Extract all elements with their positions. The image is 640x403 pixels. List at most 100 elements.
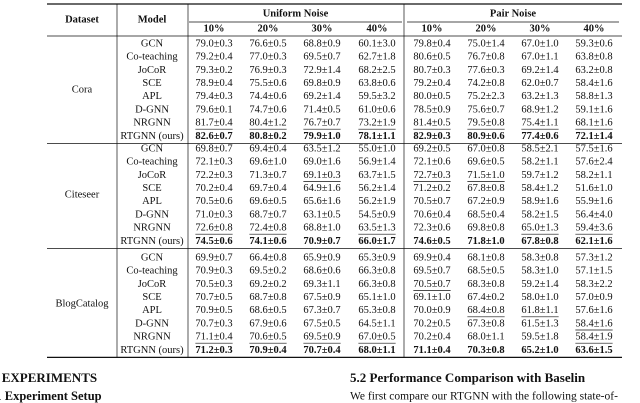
model-name: RTGNN (ours) [120,131,184,142]
cell: 69.9±0.7 [195,252,232,263]
cell: 72.7±0.3 [413,170,450,181]
cell: 79.5±0.8 [467,118,504,129]
cell: 80.6±0.5 [413,52,450,63]
cell: 75.4±1.1 [521,118,558,129]
model-name: GCN [141,38,164,49]
cell: 71.5±1.0 [467,170,504,181]
cell: 56.2±1.4 [358,183,396,194]
cell: 58.2±1.1 [521,157,558,168]
cell: 67.8±0.8 [521,236,558,247]
cell: 72.2±0.3 [195,170,232,181]
cell: 76.6±0.5 [249,38,286,49]
cell: 75.5±0.6 [249,78,286,89]
cell: 70.5±0.6 [195,196,232,207]
cell: 67.5±0.9 [303,292,340,303]
cell: 74.5±0.6 [195,236,232,247]
cell: 69.5±0.7 [413,266,450,277]
cell: 71.3±0.7 [249,170,286,181]
cell: 66.4±0.8 [249,252,286,263]
cell: 57.6±2.4 [575,157,613,168]
cell: 63.6±1.5 [575,345,612,356]
cell: 71.2±0.2 [413,183,450,194]
cell: 59.5±1.8 [521,332,558,343]
cell: 68.0±1.1 [467,332,504,343]
group-header: Pair Noise [490,8,537,19]
model-name: Co-teaching [126,52,178,63]
model-name: APL [142,91,162,102]
cell: 69.2±1.4 [303,91,341,102]
cell: 78.9±0.4 [195,78,233,89]
cell: 58.3±1.0 [521,266,558,277]
cell: 69.2±0.2 [249,279,286,290]
cell: 63.1±0.5 [303,209,340,220]
cell: 60.1±3.0 [358,38,395,49]
cell: 68.1±0.8 [467,252,504,263]
model-name: GCN [141,143,164,154]
cell: 70.6±0.5 [249,332,286,343]
cell: 71.1±0.4 [413,345,451,356]
model-name: Co-teaching [126,266,178,277]
column-header: 20% [258,23,279,34]
cell: 75.0±1.4 [467,38,505,49]
cell: 61.8±1.1 [521,305,558,316]
column-header: 30% [530,23,551,34]
cell: 70.7±0.5 [195,292,232,303]
cell: 65.1±1.0 [358,292,395,303]
cell: 58.3±0.8 [521,252,558,263]
cell: 69.2±1.4 [521,65,559,76]
column-header: 30% [312,23,333,34]
cell: 70.9±0.7 [303,236,340,247]
cell: 69.1±0.3 [303,170,340,181]
cell: 80.7±0.3 [413,65,450,76]
cell: 59.5±3.2 [358,91,395,102]
cell: 63.7±1.5 [358,170,395,181]
cell: 58.2±1.1 [575,170,612,181]
cell: 68.6±0.6 [303,266,340,277]
cell: 67.3±0.8 [467,318,504,329]
cell: 69.6±1.0 [249,157,286,168]
cell: 68.9±1.2 [521,104,558,115]
cell: 72.6±0.8 [195,223,232,234]
cell: 74.7±0.6 [249,104,286,115]
cell: 76.7±0.8 [467,52,504,63]
cell: 72.1±0.3 [195,157,232,168]
model-name: RTGNN (ours) [120,236,184,247]
cell: 56.9±1.4 [358,157,396,168]
model-name: Co-teaching [126,157,178,168]
cell: 68.4±0.8 [467,305,504,316]
cell: 80.4±1.2 [249,118,286,129]
cell: 67.0±1.1 [521,52,558,63]
cell: 57.1±1.5 [575,266,612,277]
cell: 70.9±0.4 [249,345,287,356]
cell: 82.6±0.7 [195,131,232,142]
cell: 68.5±0.4 [467,209,505,220]
paragraph: We first compare our RTGNN with the foll… [350,391,618,403]
cell: 69.5±0.9 [303,332,340,343]
cell: 68.3±0.8 [467,279,504,290]
cell: 70.2±0.4 [195,183,233,194]
cell: 55.9±1.6 [575,196,612,207]
header-model: Model [138,14,167,25]
cell: 75.2±2.3 [467,91,504,102]
cell: 69.8±0.8 [467,223,504,234]
model-name: APL [142,196,162,207]
cell: 79.3±0.2 [195,65,232,76]
cell: 68.8±1.0 [303,223,340,234]
cell: 69.8±0.9 [303,78,340,89]
cell: 69.2±0.5 [413,143,450,154]
cell: 80.0±0.5 [413,91,450,102]
cell: 64.5±1.1 [358,318,395,329]
cell: 68.7±0.7 [249,209,286,220]
cell: 58.4±1.6 [575,78,612,89]
cell: 68.7±0.8 [249,292,286,303]
cell: 66.3±0.8 [358,266,395,277]
cell: 70.6±0.4 [413,209,451,220]
cell: 66.3±0.8 [358,279,395,290]
cell: 69.5±0.2 [249,266,286,277]
cell: 67.0±0.5 [358,332,395,343]
subsection-heading: 5.2 Performance Comparison with Baselin [350,370,586,385]
cell: 68.8±0.9 [303,38,340,49]
cell: 68.1±1.6 [575,118,612,129]
cell: 69.6±0.5 [467,157,504,168]
model-name: NRGNN [133,118,171,129]
